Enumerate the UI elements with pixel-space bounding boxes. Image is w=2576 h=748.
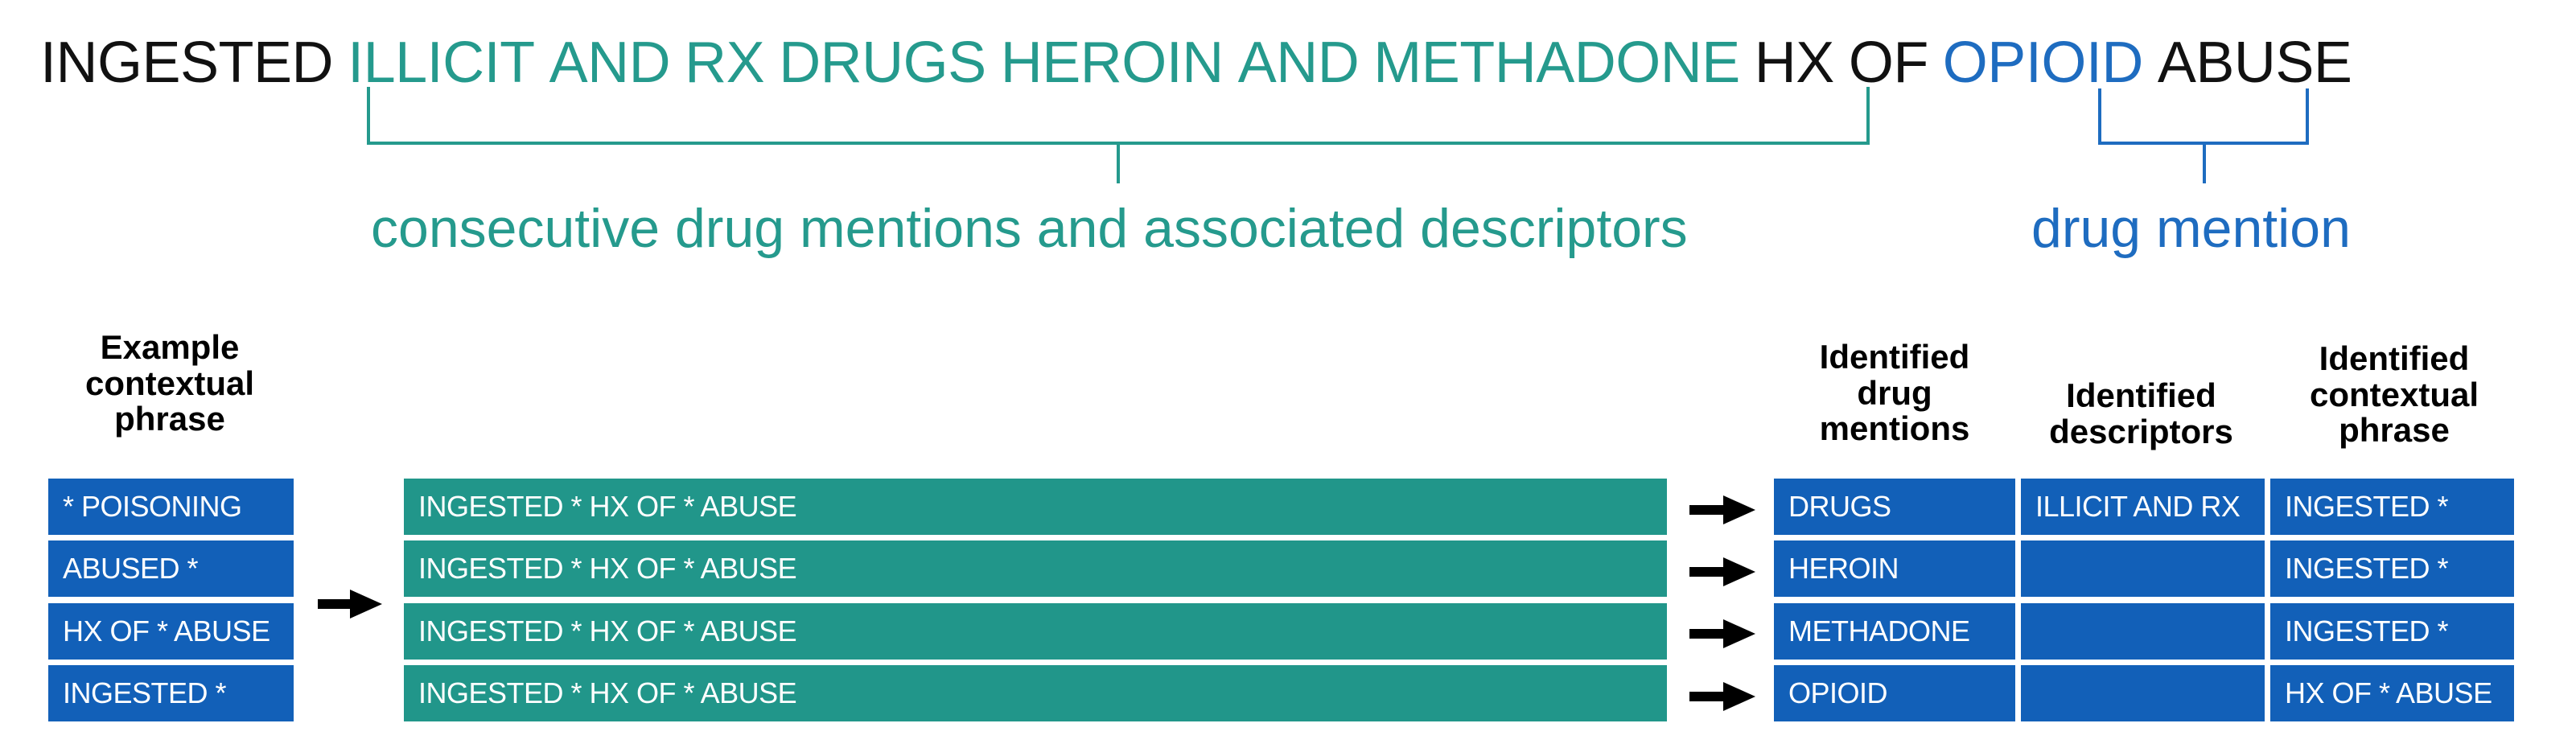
descriptors-header: Identified descriptors <box>2049 376 2233 450</box>
descriptor-cell <box>2021 540 2265 597</box>
sentence-word: HX <box>1754 31 1835 95</box>
sentence-word: AND <box>1237 31 1360 95</box>
sentence-word: DRUGS <box>779 31 986 95</box>
matched-phrase-cell: INGESTED * HX OF * ABUSE <box>404 540 1667 597</box>
example-phrase-cell: * POISONING <box>48 479 294 535</box>
sentence-word: RX <box>685 31 765 95</box>
descriptor-cell <box>2021 603 2265 660</box>
drug-mention-cell: DRUGS <box>1774 479 2015 535</box>
contextual-phrase-cell: HX OF * ABUSE <box>2270 665 2514 721</box>
contextual-phrase-header: Identified contextual phrase <box>2309 339 2479 450</box>
drug-mentions-header: Identified drug mentions <box>1819 338 1970 448</box>
sentence-word: OF <box>1848 31 1928 95</box>
drug-mention-cell: HEROIN <box>1774 540 2015 597</box>
descriptor-cell <box>2021 665 2265 721</box>
drug-mention-label: drug mention <box>2031 198 2351 259</box>
right-arrow-icon <box>318 590 382 619</box>
example-phrase-header: Example contextual phrase <box>84 328 255 438</box>
contextual-phrase-cell: INGESTED * <box>2270 479 2514 535</box>
contextual-phrase-cell: INGESTED * <box>2270 540 2514 597</box>
sentence-word: AND <box>549 31 671 95</box>
annotated-sentence: INGESTED ILLICIT AND RX DRUGS HEROIN AND… <box>40 23 2352 103</box>
matched-phrase-cell: INGESTED * HX OF * ABUSE <box>404 479 1667 535</box>
consecutive-mentions-label: consecutive drug mentions and associated… <box>371 198 1688 259</box>
right-arrow-icon <box>1689 619 1755 648</box>
right-arrow-icon <box>1689 557 1755 586</box>
example-phrase-cell: ABUSED * <box>48 540 294 597</box>
example-phrase-cell: INGESTED * <box>48 665 294 721</box>
example-phrase-cell: HX OF * ABUSE <box>48 603 294 660</box>
sentence-word: METHADONE <box>1373 31 1740 95</box>
matched-phrase-cell: INGESTED * HX OF * ABUSE <box>404 603 1667 660</box>
contextual-phrase-cell: INGESTED * <box>2270 603 2514 660</box>
sentence-word: OPIOID <box>1942 31 2144 95</box>
drug-mention-cell: OPIOID <box>1774 665 2015 721</box>
sentence-word: ABUSE <box>2157 31 2352 95</box>
sentence-word: ILLICIT <box>348 31 535 95</box>
sentence-word: INGESTED <box>40 31 334 95</box>
sentence-word: HEROIN <box>1000 31 1224 95</box>
right-arrow-icon <box>1689 495 1755 524</box>
drug-mention-cell: METHADONE <box>1774 603 2015 660</box>
matched-phrase-cell: INGESTED * HX OF * ABUSE <box>404 665 1667 721</box>
right-arrow-icon <box>1689 682 1755 711</box>
descriptor-cell: ILLICIT AND RX <box>2021 479 2265 535</box>
